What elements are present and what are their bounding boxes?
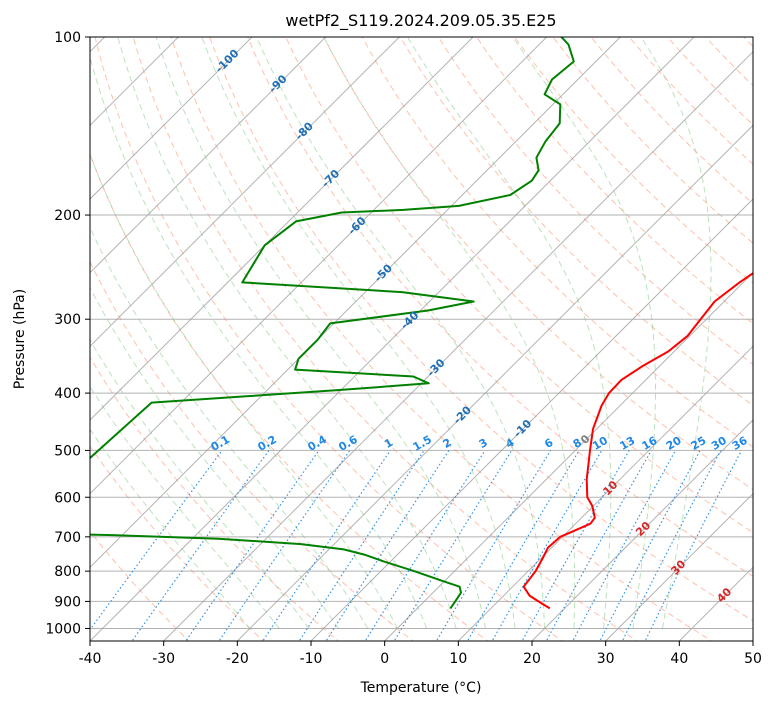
moist-adiabat: [90, 385, 280, 629]
y-tick-label: 500: [54, 443, 81, 459]
mixing-ratio-line: [325, 450, 450, 641]
mixing-ratio-line: [90, 450, 223, 631]
x-tick-label: -40: [79, 651, 102, 667]
x-axis: -40 -30 -20 -10 0 10 20 30 40 50: [79, 641, 762, 667]
dry-adiabat: [476, 37, 753, 325]
chart-title: wetPf2_S119.2024.209.05.35.E25: [285, 11, 556, 31]
y-tick-label: 400: [54, 386, 81, 402]
isotherm: [90, 37, 253, 200]
mixing-ratio-line: [621, 450, 722, 641]
isotherm: [90, 37, 548, 495]
plot-frame: [89, 36, 754, 642]
mixing-ratio-line: [298, 450, 425, 641]
y-tick-label: 100: [54, 30, 81, 46]
dry-adiabat: [514, 37, 753, 284]
dry-adiabat: [90, 152, 489, 641]
plot-area: 0.1 0.2 0.4 0.6 1 1.5 2 3 4 6 8 10 13 16 20 25 30 36-100-…: [90, 37, 753, 641]
dry-adiabat: [247, 37, 753, 577]
isotherm: [383, 271, 753, 641]
mixing-ratio-line: [185, 450, 320, 641]
dry-adiabat: [323, 37, 753, 491]
y-tick-label: 800: [54, 564, 81, 580]
moist-adiabat: [407, 37, 612, 629]
isotherm: [162, 50, 753, 641]
isotherm: [531, 419, 753, 641]
mixing-ratio-line: [131, 450, 270, 641]
mixing-ratio-line: [545, 450, 652, 641]
y-axis: 100 200 300 400 500 600 700 800 900 1000: [45, 30, 90, 637]
dry-adiabat: [743, 37, 753, 48]
dry-adiabat: [361, 37, 753, 448]
series-layer: [90, 37, 753, 610]
moist-adiabat: [90, 428, 251, 629]
x-tick-label: 0: [380, 651, 389, 667]
dry-adiabat: [132, 37, 638, 641]
mixing-ratio-label: 4: [503, 436, 516, 451]
dry-adiabat: [90, 260, 414, 641]
isotherm: [90, 37, 695, 641]
y-tick-label: 300: [54, 312, 81, 328]
mixing-ratio-line: [393, 450, 513, 641]
x-tick-label: -20: [226, 651, 249, 667]
mixing-ratio-line: [262, 450, 391, 641]
temperature-line: [522, 272, 753, 610]
isotherm: [457, 345, 753, 641]
moist-adiabat: [90, 286, 339, 629]
y-tick-label: 900: [54, 594, 81, 610]
mixing-ratio-line: [466, 450, 580, 641]
isotherm: [90, 37, 180, 127]
y-tick-label: 700: [54, 530, 81, 546]
moist-adiabat: [201, 37, 516, 629]
isotherm: [90, 37, 327, 274]
mixing-ratio-line: [644, 450, 743, 641]
dry-adiabat: [90, 356, 339, 641]
mixing-ratio-line: [599, 450, 701, 641]
mixing-ratio-label: 3: [477, 436, 490, 451]
isotherm: [90, 37, 401, 348]
isotherm: [604, 492, 753, 641]
dry-adiabat: [399, 37, 753, 407]
x-tick-label: -30: [152, 651, 175, 667]
dry-adiabat: [170, 37, 713, 641]
moist-adiabat: [90, 226, 369, 629]
mixing-ratio-line: [218, 450, 351, 641]
mixing-ratio-label: 2: [441, 436, 454, 451]
y-axis-label: Pressure (hPa): [12, 289, 28, 389]
x-tick-label: 30: [597, 651, 615, 667]
moist-adiabat: [90, 338, 310, 629]
moist-adiabat: [640, 37, 712, 629]
isotherm: [90, 37, 474, 421]
mixing-ratio-line: [572, 450, 677, 641]
dry-adiabat: [285, 37, 753, 534]
y-tick-label: 200: [54, 208, 81, 224]
dewpoint-line: [90, 37, 575, 609]
x-tick-label: -10: [300, 651, 323, 667]
isotherm: [310, 198, 753, 641]
isotherm: [236, 124, 753, 641]
y-tick-label: 600: [54, 490, 81, 506]
moist-adiabat: [323, 37, 576, 629]
x-tick-label: 20: [523, 651, 541, 667]
mixing-ratio-line: [435, 450, 552, 641]
moist-adiabat: [512, 37, 656, 629]
moist-adiabat: [90, 55, 428, 629]
mixing-ratio-line: [364, 450, 486, 641]
isotherm-label: 30: [668, 557, 688, 577]
mixing-ratio-label: 6: [542, 436, 555, 451]
dry-adiabat: [90, 445, 265, 641]
y-tick-label: 1000: [45, 621, 81, 637]
dry-adiabat: [437, 37, 753, 365]
dry-adiabat: [552, 37, 753, 244]
grid-layer: [90, 37, 753, 641]
x-tick-label: 50: [744, 651, 762, 667]
x-tick-label: 10: [449, 651, 467, 667]
moist-adiabat: [117, 37, 457, 629]
isotherm: [752, 640, 753, 641]
x-tick-label: 40: [670, 651, 688, 667]
x-axis-label: Temperature (°C): [360, 680, 482, 696]
moist-adiabat: [256, 37, 545, 629]
moist-adiabat: [155, 37, 487, 629]
